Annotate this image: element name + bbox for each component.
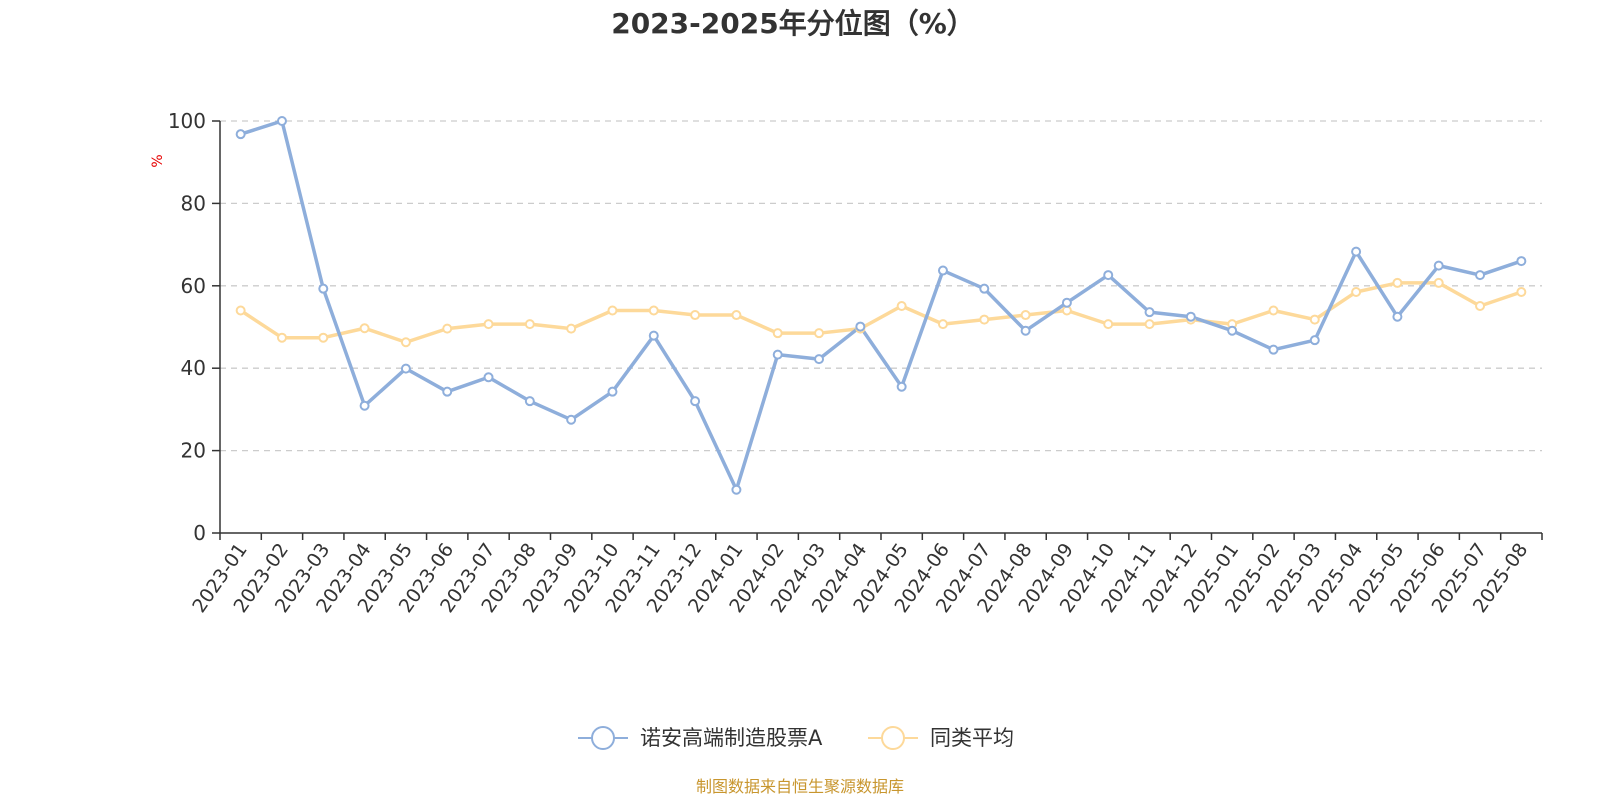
- data-point[interactable]: [896, 300, 907, 311]
- gridlines: [220, 120, 1542, 452]
- data-point[interactable]: [937, 319, 948, 330]
- data-point[interactable]: [318, 332, 329, 343]
- data-point[interactable]: [855, 321, 866, 332]
- data-point[interactable]: [607, 386, 618, 397]
- data-point[interactable]: [524, 319, 535, 330]
- legend-label: 诺安高端制造股票A: [640, 726, 823, 750]
- data-source-note: 制图数据来自恒生聚源数据库: [696, 777, 904, 796]
- y-tick-label: 0: [193, 521, 206, 545]
- data-point[interactable]: [772, 349, 783, 360]
- data-point[interactable]: [1268, 305, 1279, 316]
- legend-item-series-2[interactable]: 同类平均: [868, 726, 1014, 750]
- data-point[interactable]: [690, 396, 701, 407]
- data-point[interactable]: [1351, 286, 1362, 297]
- y-tick-labels: 0 20 40 60 80 100: [168, 109, 206, 545]
- x-tick-labels: 2023-012023-022023-032023-042023-052023-…: [188, 539, 1532, 617]
- data-point[interactable]: [400, 363, 411, 374]
- data-point[interactable]: [1020, 310, 1031, 321]
- data-point[interactable]: [1392, 277, 1403, 288]
- data-point[interactable]: [276, 332, 287, 343]
- y-axis-unit: %: [150, 154, 166, 167]
- data-point[interactable]: [1433, 260, 1444, 271]
- y-tick-label: 60: [181, 274, 206, 298]
- legend-label: 同类平均: [930, 726, 1014, 750]
- data-point[interactable]: [1185, 311, 1196, 322]
- data-point[interactable]: [235, 305, 246, 316]
- series-line-1: [238, 119, 1524, 492]
- data-point[interactable]: [1516, 286, 1527, 297]
- data-point[interactable]: [1475, 270, 1486, 281]
- legend: 诺安高端制造股票A 同类平均: [578, 726, 1014, 750]
- data-point[interactable]: [1433, 277, 1444, 288]
- data-point[interactable]: [937, 265, 948, 276]
- data-point[interactable]: [1309, 335, 1320, 346]
- data-point[interactable]: [979, 283, 990, 294]
- data-point[interactable]: [1061, 305, 1072, 316]
- legend-marker: [591, 726, 615, 750]
- data-point[interactable]: [979, 314, 990, 325]
- data-point[interactable]: [442, 323, 453, 334]
- data-point[interactable]: [896, 381, 907, 392]
- data-point[interactable]: [1351, 246, 1362, 257]
- data-point[interactable]: [731, 484, 742, 495]
- data-point[interactable]: [1309, 314, 1320, 325]
- data-point[interactable]: [814, 354, 825, 365]
- data-point[interactable]: [318, 283, 329, 294]
- data-point[interactable]: [690, 310, 701, 321]
- series-line-2: [238, 281, 1524, 344]
- data-point[interactable]: [566, 414, 577, 425]
- data-point[interactable]: [235, 129, 246, 140]
- data-point[interactable]: [566, 323, 577, 334]
- data-point[interactable]: [359, 323, 370, 334]
- data-point[interactable]: [483, 319, 494, 330]
- data-point[interactable]: [276, 116, 287, 126]
- data-point[interactable]: [1268, 344, 1279, 355]
- data-point[interactable]: [1103, 270, 1114, 281]
- y-tick-label: 80: [181, 191, 206, 215]
- chart-title: 2023-2025年分位图（%）: [611, 7, 975, 40]
- legend-marker: [881, 726, 905, 750]
- data-point[interactable]: [359, 400, 370, 411]
- data-point[interactable]: [814, 328, 825, 339]
- series-lines: [238, 119, 1524, 492]
- y-tick-label: 40: [181, 356, 206, 380]
- data-point[interactable]: [731, 310, 742, 321]
- y-tick-label: 20: [181, 439, 206, 463]
- data-point[interactable]: [1144, 319, 1155, 330]
- axes: [212, 120, 1543, 540]
- data-point[interactable]: [1103, 319, 1114, 330]
- data-point[interactable]: [400, 337, 411, 348]
- data-point[interactable]: [607, 305, 618, 316]
- data-point[interactable]: [483, 372, 494, 383]
- data-point[interactable]: [442, 386, 453, 397]
- data-point[interactable]: [1475, 300, 1486, 311]
- data-point[interactable]: [1227, 325, 1238, 336]
- data-point[interactable]: [524, 396, 535, 407]
- data-point[interactable]: [648, 330, 659, 341]
- data-point[interactable]: [648, 305, 659, 316]
- data-point[interactable]: [1061, 297, 1072, 308]
- data-point[interactable]: [772, 328, 783, 339]
- data-point[interactable]: [1144, 307, 1155, 318]
- data-point[interactable]: [1020, 325, 1031, 336]
- legend-item-series-1[interactable]: 诺安高端制造股票A: [578, 726, 823, 750]
- y-tick-label: 100: [168, 109, 206, 133]
- data-point[interactable]: [1516, 256, 1527, 267]
- data-point[interactable]: [1392, 311, 1403, 322]
- series-points: [235, 116, 1527, 495]
